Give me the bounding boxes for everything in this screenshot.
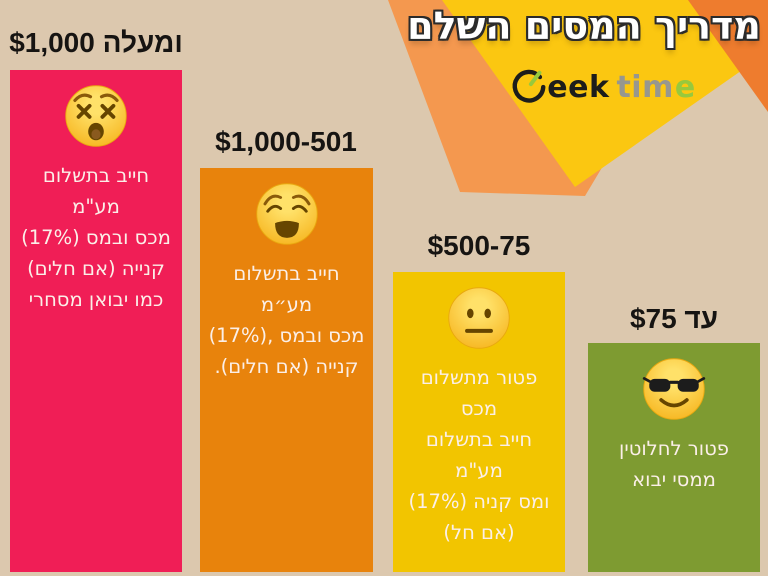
tier-label-501-1000: $1,000-501 [215,126,357,157]
page-title: מדריך המסים השלם [407,4,761,48]
dark-orange-corner-shape [688,0,768,112]
tier-description-over-1000: חייב בתשלום מע"מ מכס ובמס (17%) קנייה (א… [21,164,171,311]
yellow-banner-shape [442,0,768,187]
tier-bar-75-500: פטור מתשלום מכס חייב בתשלום מע"מ ומס קני… [393,272,565,572]
weary-face-emoji [255,183,318,245]
dizzy-face-emoji [65,85,127,147]
tier-bar-under-75: פטור לחלוטין ממסי יבוא [588,343,760,572]
geektime-logo: eek tim e [498,64,708,110]
logo-text-tim: tim [616,69,674,105]
tier-label-over-1000: $1,000 ומעלה [9,27,183,58]
tier-bar-over-1000: חייב בתשלום מע"מ מכס ובמס (17%) קנייה (א… [10,70,182,572]
sunglasses-face-emoji [642,358,706,420]
logo-text-geek: eek [547,69,610,105]
logo-text-e: e [674,69,696,105]
tier-description-501-1000: חייב בתשלום מע״מ מכס ובמס ‪(17%),‬ קנייה… [208,262,365,378]
tier-description-75-500: פטור מתשלום מכס חייב בתשלום מע"מ ומס קני… [408,366,550,544]
tier-description-under-75: פטור לחלוטין ממסי יבוא [619,437,729,491]
tier-label-75-500: $500-75 [427,230,531,261]
tier-label-under-75: עד $75 [629,303,719,334]
tier-bar-501-1000: חייב בתשלום מע״מ מכס ובמס ‪(17%),‬ קנייה… [200,168,373,572]
neutral-face-emoji [448,287,510,349]
geektime-g-icon [512,69,546,103]
